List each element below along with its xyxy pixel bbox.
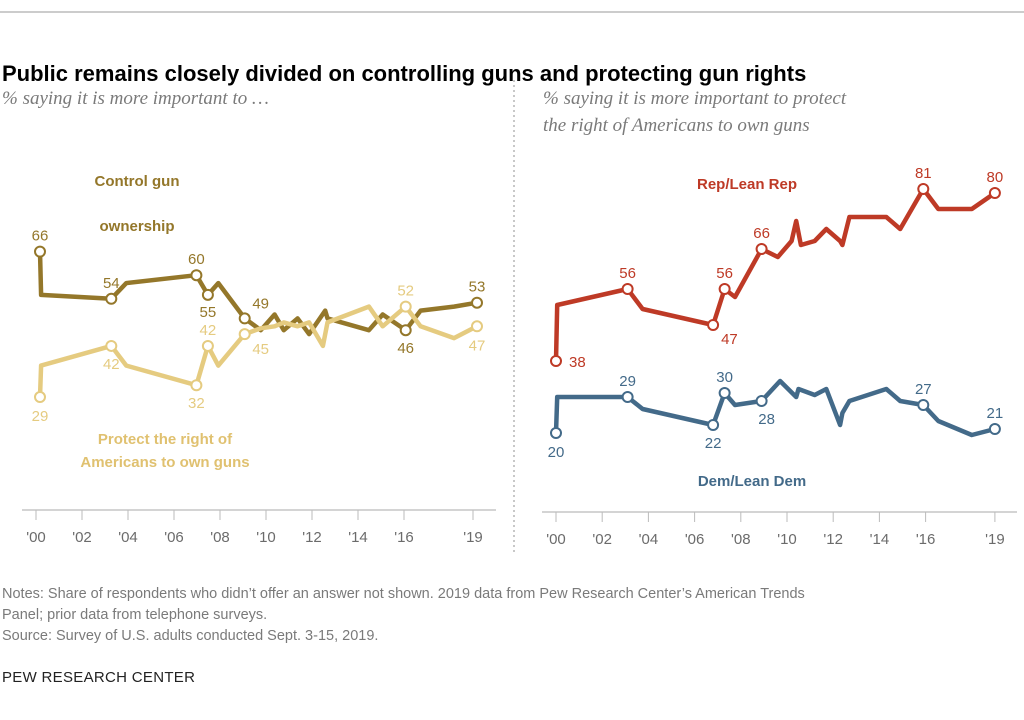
data-label: 52 [397,283,414,300]
data-label: 55 [200,304,217,321]
data-label: 81 [915,165,932,182]
data-label: 66 [753,225,770,242]
data-label: 38 [569,354,586,371]
x-tick-label: '10 [256,529,276,546]
x-tick-label: '00 [26,529,46,546]
x-tick-label: '16 [916,531,936,548]
data-label: 66 [32,228,49,245]
series-label-protect: Protect the right of [98,431,233,448]
x-tick-label: '19 [985,531,1005,548]
x-tick-label: '06 [685,531,705,548]
x-tick-label: '10 [777,531,797,548]
left-panel: '00 '02 '04 '06 '08 '10 '12 '14 '16 '19 66 54 60 55 49… [22,228,496,546]
data-marker [240,329,250,339]
x-tick-label: '12 [302,529,322,546]
x-tick-label: '06 [164,529,184,546]
data-label: 49 [252,295,269,312]
right-subtitle-line-2: the right of Americans to own guns [543,115,810,136]
data-label: 42 [103,356,120,373]
source-line: Source: Survey of U.S. adults conducted … [2,628,378,644]
data-label: 28 [758,411,775,428]
data-marker [401,325,411,335]
data-label: 20 [548,444,565,461]
data-marker [708,420,718,430]
x-tick-label: '16 [394,529,414,546]
data-marker [401,302,411,312]
data-label: 80 [987,169,1004,186]
left-subtitle: % saying it is more important to … [2,88,269,109]
data-marker [472,298,482,308]
data-marker [918,400,928,410]
brand-logo-text: PEW RESEARCH CENTER [2,669,195,686]
data-marker [191,270,201,280]
data-marker [623,392,633,402]
x-tick-label: '02 [72,529,92,546]
series-label-protect-line-2: Americans to own guns [80,454,249,471]
x-tick-label: '08 [210,529,230,546]
data-label: 32 [188,395,205,412]
data-label: 56 [716,265,733,282]
right-subtitle-line-1: % saying it is more important to protect [543,88,847,109]
data-marker [472,321,482,331]
data-label: 30 [716,369,733,386]
x-tick-label: '00 [546,531,566,548]
data-label: 60 [188,251,205,268]
series-label-dem: Dem/Lean Dem [698,473,806,490]
note-line-2: Panel; prior data from telephone surveys… [2,607,267,623]
series-label-control: Control gun [95,173,180,190]
data-marker [990,188,1000,198]
data-label: 21 [987,405,1004,422]
series-label-rep: Rep/Lean Rep [697,176,797,193]
x-tick-label: '04 [639,531,659,548]
data-marker [35,247,45,257]
x-tick-label: '14 [348,529,368,546]
data-marker [918,184,928,194]
data-label: 47 [721,331,738,348]
data-marker [708,320,718,330]
data-label: 45 [252,341,269,358]
chart-title: Public remains closely divided on contro… [2,61,806,86]
data-marker [240,313,250,323]
data-label: 47 [469,337,486,354]
data-marker [623,284,633,294]
data-label: 56 [619,265,636,282]
data-marker [551,356,561,366]
data-label: 46 [397,340,414,357]
data-marker [990,424,1000,434]
x-tick-label: '08 [731,531,751,548]
data-marker [720,388,730,398]
x-tick-label: '12 [823,531,843,548]
x-tick-label: '02 [592,531,612,548]
data-marker [191,380,201,390]
data-label: 54 [103,275,120,292]
data-label: 29 [32,408,49,425]
data-marker [203,290,213,300]
data-marker [551,428,561,438]
data-label: 22 [705,435,722,452]
data-marker [203,341,213,351]
data-marker [720,284,730,294]
x-tick-label: '14 [870,531,890,548]
right-panel: '00 '02 '04 '06 '08 '10 '12 '14 '16 '19 38 56 47 56 66… [542,165,1017,548]
data-marker [757,396,767,406]
data-label: 42 [200,322,217,339]
data-marker [106,294,116,304]
x-tick-label: '19 [463,529,483,546]
note-line-1: Notes: Share of respondents who didn’t o… [2,586,805,602]
x-tick-label: '04 [118,529,138,546]
data-label: 53 [469,279,486,296]
data-marker [35,392,45,402]
data-marker [757,244,767,254]
data-label: 27 [915,381,932,398]
data-label: 29 [619,373,636,390]
series-label-control-line-2: ownership [99,218,174,235]
data-marker [106,341,116,351]
